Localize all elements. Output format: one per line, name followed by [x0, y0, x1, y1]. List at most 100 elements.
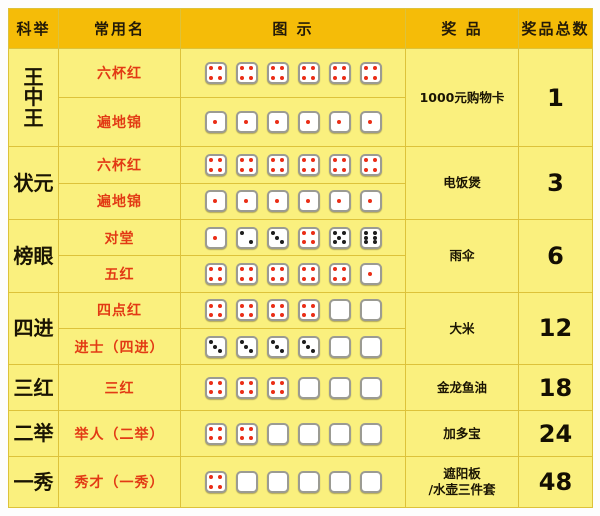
pip [270, 390, 275, 395]
die-4-red-icon [204, 153, 227, 176]
die-4-red-icon [359, 62, 382, 85]
pip [332, 167, 337, 172]
pip [311, 349, 316, 354]
prize-label-line: 雨伞 [449, 247, 475, 263]
pip [208, 381, 213, 386]
pip [270, 312, 275, 317]
pip [280, 390, 285, 395]
pip [311, 312, 316, 317]
combo-name-cell: 遍地锦 [58, 97, 181, 148]
die-1-red-icon [266, 111, 289, 134]
pip [311, 303, 316, 308]
pip [363, 75, 368, 80]
pip [373, 235, 378, 240]
pip [332, 158, 337, 163]
pip [239, 436, 244, 441]
dice-row [181, 376, 405, 399]
prize-cell: 大米 [405, 291, 519, 366]
pip [208, 276, 213, 281]
dice-illustration-cell [180, 291, 406, 329]
pip [306, 120, 311, 125]
pip [218, 303, 223, 308]
header-row: 科举 常用名图 示奖 品奖品总数 [8, 8, 593, 49]
die-4-red-icon [235, 422, 258, 445]
rank-label: 二举 [9, 423, 58, 444]
die-4-red-icon [328, 62, 351, 85]
pip [218, 312, 223, 317]
pip [342, 75, 347, 80]
rank-label: 三红 [9, 377, 58, 398]
pip [280, 240, 285, 245]
prize-count-cell: 48 [518, 455, 593, 509]
pip [249, 436, 254, 441]
pip [337, 199, 342, 204]
die-4-red-icon [328, 262, 351, 285]
pip [275, 344, 280, 349]
pip [239, 267, 244, 272]
pip [239, 390, 244, 395]
die-blank-icon [297, 470, 320, 493]
pip [249, 276, 254, 281]
pip [275, 120, 280, 125]
pip [239, 303, 244, 308]
pip [270, 303, 275, 308]
die-blank-icon [359, 470, 382, 493]
prize-count-cell: 1 [518, 47, 593, 148]
die-1-red-icon [328, 190, 351, 213]
dice-illustration-cell [180, 327, 406, 366]
pip [301, 339, 306, 344]
dice-row [181, 62, 405, 85]
rank-label: 榜眼 [9, 245, 58, 266]
pip [218, 381, 223, 386]
pip [301, 312, 306, 317]
table-row: 王中王六杯红 1000元购物卡 1 [8, 47, 593, 148]
die-1-red-icon [204, 111, 227, 134]
prize-label-line: 金龙鱼油 [436, 379, 487, 395]
table-row: 遍地锦 [9, 182, 593, 220]
pip [213, 235, 218, 240]
prize-cell: 金龙鱼油 [405, 364, 519, 412]
pip [311, 167, 316, 172]
rank-cell-一秀: 一秀 [8, 455, 59, 509]
pip [337, 120, 342, 125]
prize-table: 科举 常用名图 示奖 品奖品总数 王中王六杯红 1000元购物卡 1 遍地锦 状元 六杯红电… [8, 8, 593, 509]
die-1-red-icon [204, 190, 227, 213]
die-4-red-icon [297, 262, 320, 285]
die-blank-icon [328, 470, 351, 493]
rank-label-line: 中 [23, 85, 44, 110]
die-blank-icon [328, 335, 351, 358]
pip [373, 158, 378, 163]
pip [280, 349, 285, 354]
die-4-red-icon [297, 153, 320, 176]
pip [249, 381, 254, 386]
pip [208, 66, 213, 71]
die-2-black-icon [235, 226, 258, 249]
rank-label: 王中王 [9, 67, 58, 129]
die-4-red-icon [204, 262, 227, 285]
pip [306, 199, 311, 204]
pip [373, 66, 378, 71]
dice-illustration-cell [180, 255, 406, 293]
combo-name-cell: 进士（四进） [58, 327, 181, 366]
rank-label: 四进 [9, 318, 58, 339]
pip [301, 267, 306, 272]
pip [239, 426, 244, 431]
die-4-red-icon [204, 470, 227, 493]
combo-name-cell: 五红 [58, 255, 181, 293]
column-header-dice: 图 示 [180, 8, 406, 49]
die-blank-icon [266, 422, 289, 445]
pip [244, 344, 249, 349]
dice-illustration-cell [180, 47, 406, 99]
die-4-red-icon [235, 153, 258, 176]
pip [342, 276, 347, 281]
die-blank-icon [235, 470, 258, 493]
pip [249, 349, 254, 354]
pip [311, 240, 316, 245]
prize-label-line: 加多宝 [443, 425, 481, 441]
pip [368, 199, 373, 204]
pip [342, 267, 347, 272]
rank-cell-榜眼: 榜眼 [8, 218, 59, 293]
die-blank-icon [328, 299, 351, 322]
table-row: 状元 六杯红 电饭煲 3 [8, 146, 593, 220]
